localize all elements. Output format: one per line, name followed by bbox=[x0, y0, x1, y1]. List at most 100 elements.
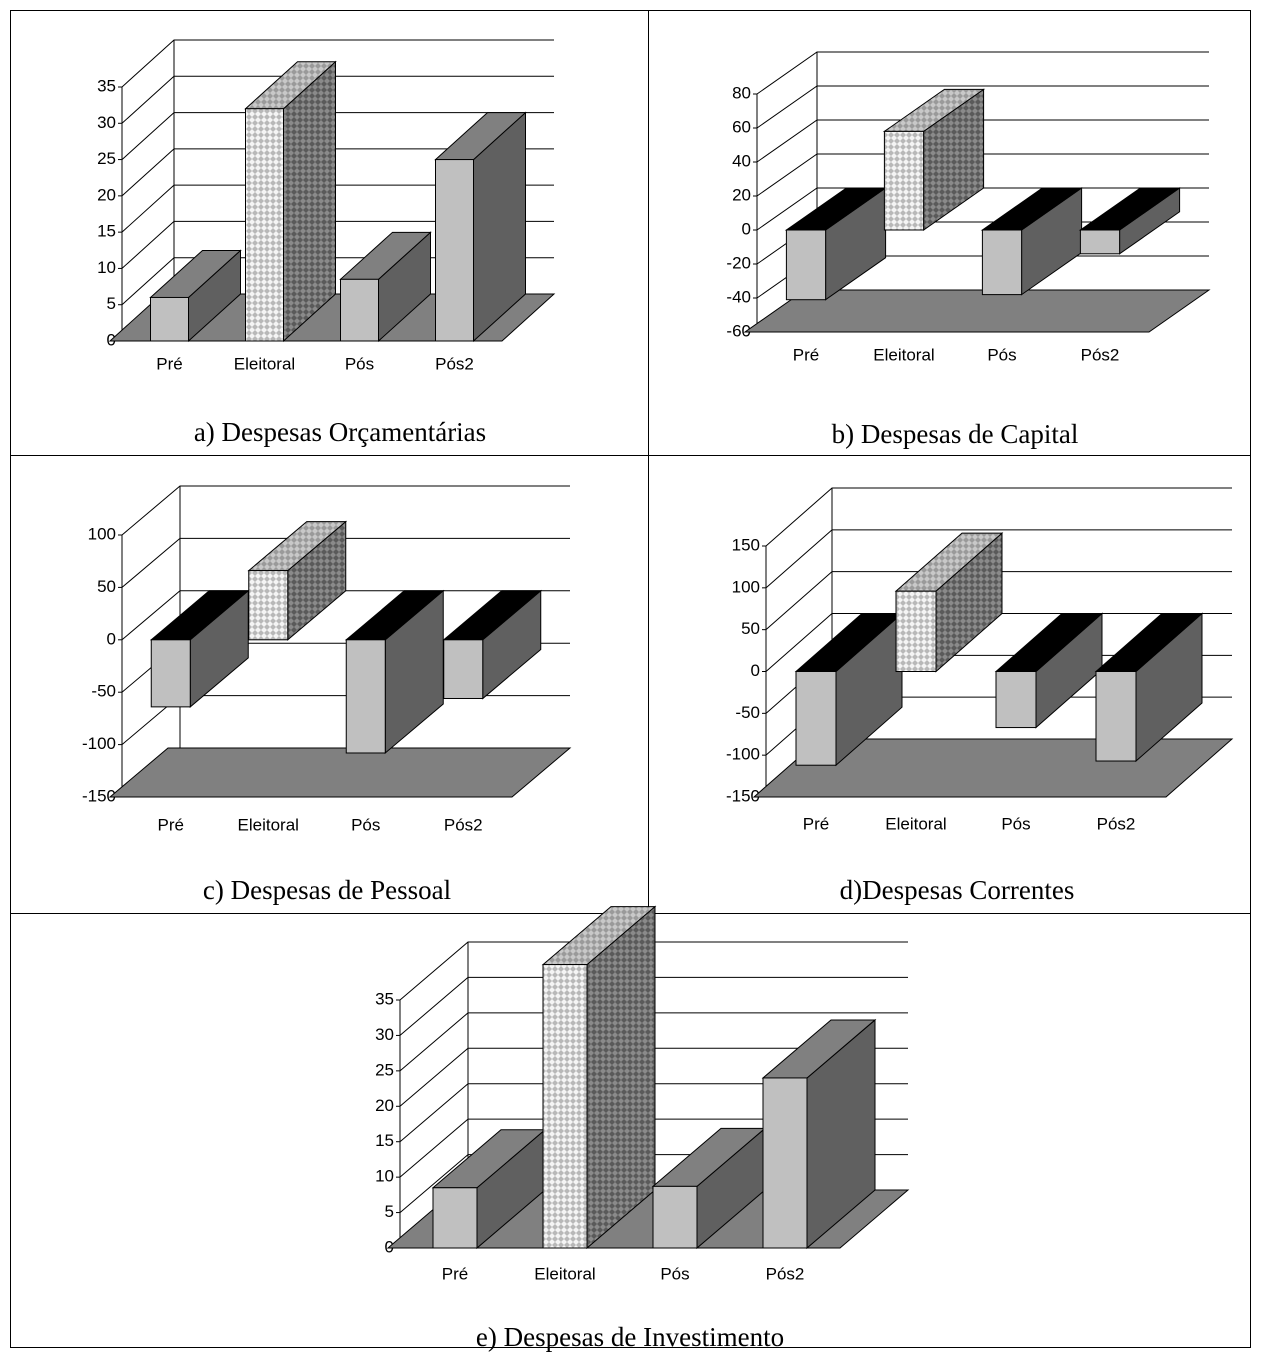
x-tick-label: Pré bbox=[156, 354, 182, 373]
grid-line bbox=[399, 1047, 908, 1107]
bar bbox=[785, 229, 827, 301]
chart-caption: e) Despesas de Investimento bbox=[476, 1322, 784, 1352]
x-tick-label: Pós bbox=[351, 815, 380, 834]
bar bbox=[150, 639, 191, 708]
chart-caption: b) Despesas de Capital bbox=[832, 419, 1079, 449]
x-tick-label: Eleitoral bbox=[885, 814, 946, 833]
y-tick-label: -50 bbox=[91, 682, 116, 701]
bar bbox=[542, 964, 588, 1249]
bar bbox=[435, 159, 474, 342]
chart-caption: c) Despesas de Pessoal bbox=[203, 875, 451, 905]
grid-line bbox=[765, 571, 1232, 631]
y-tick-label: 100 bbox=[732, 577, 760, 596]
y-tick-label: -20 bbox=[726, 253, 751, 272]
bar bbox=[432, 1187, 478, 1249]
y-tick-label: 35 bbox=[375, 989, 394, 1008]
bar bbox=[150, 296, 189, 342]
x-tick-label: Pós bbox=[660, 1264, 689, 1283]
table-border bbox=[10, 10, 1251, 1348]
x-tick-label: Pré bbox=[442, 1264, 468, 1283]
y-tick-label: 35 bbox=[97, 76, 116, 95]
bar bbox=[981, 229, 1023, 296]
bar bbox=[895, 590, 937, 672]
x-tick-label: Pós2 bbox=[435, 354, 474, 373]
y-tick-label: 25 bbox=[375, 1060, 394, 1079]
grid-line bbox=[121, 148, 554, 197]
x-tick-label: Eleitoral bbox=[234, 354, 295, 373]
grid-line bbox=[756, 119, 1209, 163]
grid-line bbox=[121, 537, 570, 588]
y-tick-label: 5 bbox=[107, 294, 116, 313]
y-tick-label: 80 bbox=[732, 83, 751, 102]
y-tick-label: -60 bbox=[726, 321, 751, 340]
y-tick-label: -100 bbox=[82, 734, 116, 753]
bar bbox=[1079, 229, 1121, 255]
y-tick-label: 60 bbox=[732, 117, 751, 136]
chart-caption: a) Despesas Orçamentárias bbox=[194, 417, 486, 447]
bar-side bbox=[586, 905, 656, 1250]
grid-line bbox=[765, 529, 1232, 589]
grid-line bbox=[399, 1118, 908, 1178]
y-tick-label: 10 bbox=[375, 1167, 394, 1186]
y-tick-label: 20 bbox=[375, 1096, 394, 1115]
y-tick-label: 20 bbox=[732, 185, 751, 204]
y-tick-label: 100 bbox=[88, 524, 116, 543]
bar bbox=[245, 108, 284, 342]
y-tick-label: 25 bbox=[97, 149, 116, 168]
y-tick-label: 0 bbox=[742, 219, 751, 238]
y-tick-label: -100 bbox=[726, 745, 760, 764]
grid-line bbox=[121, 184, 554, 233]
y-tick-label: 5 bbox=[385, 1202, 394, 1221]
y-tick-label: 30 bbox=[375, 1025, 394, 1044]
grid-line bbox=[399, 1012, 908, 1072]
y-tick-label: -150 bbox=[726, 786, 760, 805]
bar bbox=[345, 639, 386, 754]
y-tick-label: -50 bbox=[735, 703, 760, 722]
bar bbox=[652, 1185, 698, 1249]
y-tick-label: 50 bbox=[97, 577, 116, 596]
grid-line bbox=[121, 485, 570, 536]
y-tick-label: 30 bbox=[97, 113, 116, 132]
y-tick-label: 0 bbox=[107, 629, 116, 648]
grid-line bbox=[756, 51, 1209, 95]
x-tick-label: Eleitoral bbox=[238, 815, 299, 834]
bar bbox=[883, 130, 925, 231]
x-tick-label: Pré bbox=[158, 815, 184, 834]
y-tick-label: 20 bbox=[97, 185, 116, 204]
grid-line bbox=[765, 487, 1232, 547]
grid-line bbox=[399, 1083, 908, 1143]
x-tick-label: Pós2 bbox=[1097, 814, 1136, 833]
grid-line bbox=[121, 220, 554, 269]
y-tick-label: 15 bbox=[375, 1131, 394, 1150]
y-tick-label: 150 bbox=[732, 535, 760, 554]
grid-line bbox=[399, 941, 908, 1001]
x-tick-label: Eleitoral bbox=[873, 345, 934, 364]
bar bbox=[443, 639, 484, 699]
bar bbox=[762, 1077, 808, 1249]
floor bbox=[108, 747, 572, 798]
x-tick-label: Pré bbox=[803, 814, 829, 833]
y-tick-label: 15 bbox=[97, 222, 116, 241]
x-tick-label: Pós2 bbox=[444, 815, 483, 834]
chart-caption: d)Despesas Correntes bbox=[840, 875, 1075, 905]
bar bbox=[995, 671, 1037, 729]
x-tick-label: Pré bbox=[793, 345, 819, 364]
grid-line bbox=[756, 85, 1209, 129]
x-tick-label: Pós bbox=[345, 354, 374, 373]
y-tick-label: 50 bbox=[741, 619, 760, 638]
y-tick-label: 40 bbox=[732, 151, 751, 170]
x-tick-label: Pós2 bbox=[1081, 345, 1120, 364]
bar bbox=[248, 570, 289, 641]
y-tick-label: -150 bbox=[82, 786, 116, 805]
x-tick-label: Pós bbox=[987, 345, 1016, 364]
grid-line bbox=[756, 153, 1209, 197]
y-tick-label: -40 bbox=[726, 287, 751, 306]
x-tick-label: Pós bbox=[1001, 814, 1030, 833]
bar-side bbox=[283, 60, 336, 343]
floor bbox=[743, 289, 1211, 333]
y-tick-label: 10 bbox=[97, 258, 116, 277]
x-tick-label: Pós2 bbox=[766, 1264, 805, 1283]
grid-line bbox=[399, 976, 908, 1036]
grid-line bbox=[121, 39, 554, 88]
